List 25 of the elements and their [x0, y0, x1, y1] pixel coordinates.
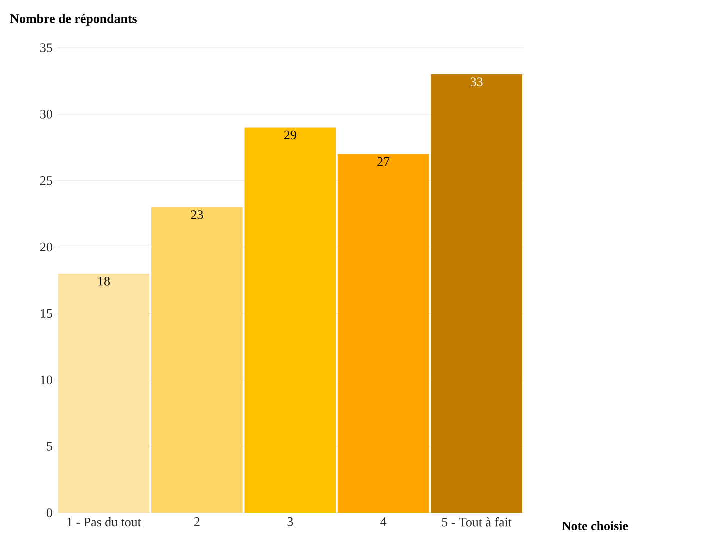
y-tick-label: 25 — [40, 176, 52, 186]
bar — [152, 207, 243, 513]
data-label: 23 — [191, 210, 204, 220]
y-tick-label: 30 — [40, 110, 52, 119]
bar — [431, 74, 522, 513]
bar — [244, 128, 336, 513]
y-tick-label: 20 — [40, 242, 52, 252]
data-label: 33 — [470, 78, 483, 86]
y-tick-label: 15 — [41, 309, 52, 318]
y-axis-title: Nombre de répondants — [10, 14, 137, 26]
x-tick-label: 3 — [288, 517, 294, 526]
data-label: 29 — [284, 130, 296, 140]
y-tick-label: 5 — [47, 442, 52, 451]
bar — [58, 274, 150, 513]
x-tick-label: 2 — [194, 517, 200, 526]
bar — [338, 154, 430, 513]
y-tick-label: 0 — [46, 508, 52, 518]
data-label: 27 — [378, 157, 390, 166]
x-tick-label: 4 — [380, 517, 387, 526]
data-label: 18 — [98, 277, 110, 286]
x-tick-label: 1 - Pas du tout — [68, 518, 142, 527]
y-tick-label: 10 — [41, 376, 52, 384]
x-tick-label: 5 - Tout à fait — [442, 517, 512, 527]
y-tick-label: 35 — [40, 44, 52, 52]
x-axis-title: Note choisie — [562, 521, 628, 531]
